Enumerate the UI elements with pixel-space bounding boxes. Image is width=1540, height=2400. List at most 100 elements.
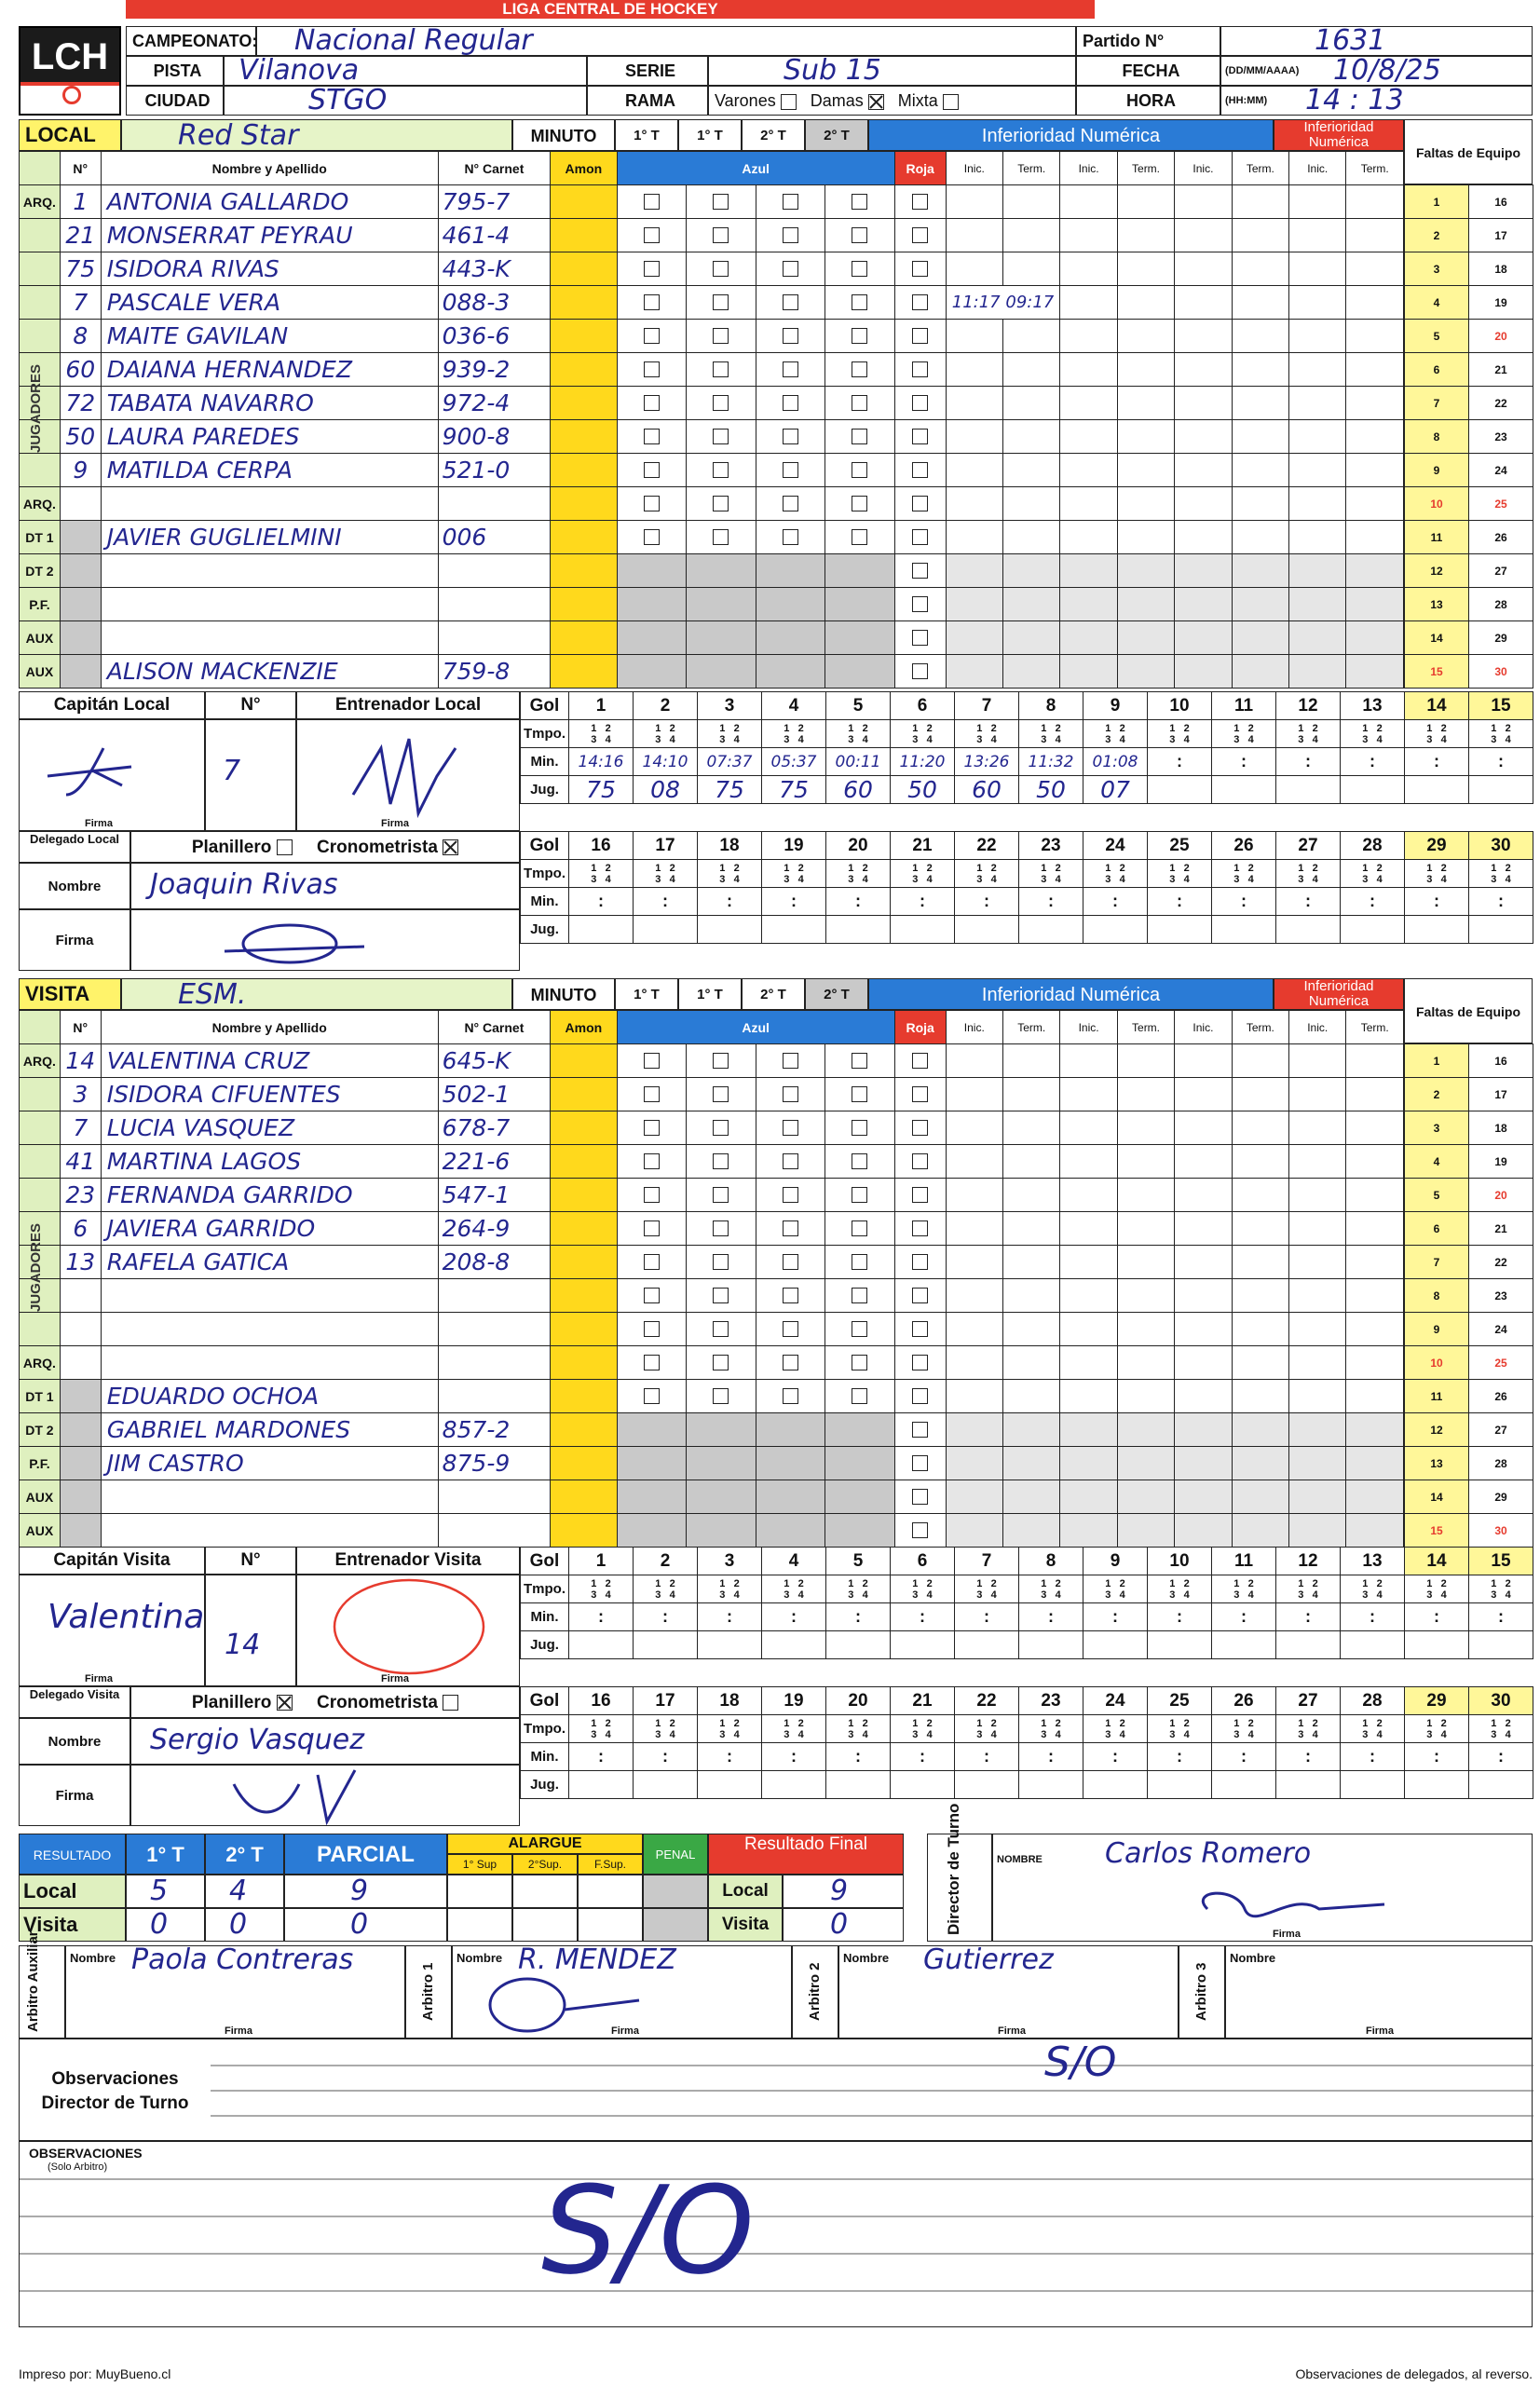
jug-cell[interactable]	[1147, 775, 1212, 804]
inferioridad-cell[interactable]	[1345, 352, 1404, 387]
player-carnet[interactable]: 461-4	[437, 218, 552, 252]
inferioridad-cell[interactable]	[945, 319, 1004, 353]
amon-cell[interactable]	[550, 319, 618, 353]
falta-cell[interactable]: 10	[1404, 486, 1469, 521]
inferioridad-cell[interactable]	[1002, 1278, 1061, 1313]
inferioridad-cell[interactable]	[1059, 386, 1118, 420]
inferioridad-cell[interactable]	[1059, 620, 1118, 655]
inferioridad-cell[interactable]	[1116, 184, 1176, 219]
inferioridad-cell[interactable]	[1288, 520, 1347, 554]
min-cell[interactable]: :	[697, 887, 762, 916]
min-cell[interactable]: :	[1211, 747, 1276, 776]
azul-checkbox[interactable]	[782, 1220, 798, 1237]
azul-cell[interactable]	[686, 419, 756, 454]
res-local-penal[interactable]	[643, 1875, 708, 1908]
inferioridad-cell[interactable]	[1059, 1144, 1118, 1179]
azul-checkbox[interactable]	[643, 1288, 660, 1304]
azul-cell[interactable]	[825, 1077, 895, 1111]
falta-cell[interactable]: 15	[1404, 1513, 1469, 1548]
azul-cell[interactable]	[616, 1111, 688, 1145]
roja-cell[interactable]	[893, 654, 947, 689]
min-cell[interactable]: :	[1468, 1742, 1533, 1771]
player-carnet[interactable]: 264-9	[437, 1211, 552, 1246]
azul-checkbox[interactable]	[782, 1355, 798, 1371]
inferioridad-cell[interactable]	[1345, 1043, 1404, 1078]
amon-cell[interactable]	[550, 419, 618, 454]
azul-checkbox[interactable]	[852, 429, 868, 445]
min-cell[interactable]: :	[761, 887, 826, 916]
azul-checkbox[interactable]	[782, 1086, 798, 1103]
azul-checkbox[interactable]	[713, 1187, 729, 1204]
falta-cell[interactable]: 27	[1468, 553, 1533, 588]
roja-cell[interactable]	[893, 1345, 947, 1380]
inferioridad-cell[interactable]	[945, 1446, 1004, 1480]
azul-checkbox[interactable]	[782, 1187, 798, 1204]
min-cell[interactable]: :	[1147, 747, 1212, 776]
inferioridad-cell[interactable]	[1231, 1412, 1290, 1447]
inferioridad-cell[interactable]	[1174, 1379, 1233, 1413]
min-cell[interactable]: :	[1468, 887, 1533, 916]
inferioridad-cell[interactable]	[1174, 285, 1233, 320]
azul-cell[interactable]	[616, 654, 688, 689]
player-name[interactable]	[100, 1513, 439, 1548]
jug-cell[interactable]	[1211, 1770, 1276, 1799]
azul-cell[interactable]	[616, 553, 688, 588]
jug-cell[interactable]	[1340, 1770, 1405, 1799]
inferioridad-cell[interactable]	[1059, 1412, 1118, 1447]
inferioridad-cell[interactable]	[1174, 1412, 1233, 1447]
azul-checkbox[interactable]	[852, 1321, 868, 1338]
inferioridad-cell[interactable]	[945, 486, 1004, 521]
inferioridad-cell[interactable]	[1116, 453, 1176, 487]
falta-cell[interactable]: 28	[1468, 587, 1533, 621]
azul-checkbox[interactable]	[643, 227, 660, 244]
roja-checkbox[interactable]	[912, 1254, 929, 1271]
player-number[interactable]: 1	[59, 184, 102, 219]
roja-cell[interactable]	[893, 1312, 947, 1346]
inferioridad-cell[interactable]	[1116, 1446, 1176, 1480]
inferioridad-cell[interactable]	[1174, 352, 1233, 387]
inferioridad-cell[interactable]	[1231, 620, 1290, 655]
delegado-local-name-field[interactable]: Joaquin Rivas	[130, 863, 520, 909]
inferioridad-cell[interactable]	[1174, 1245, 1233, 1279]
roja-checkbox[interactable]	[912, 1489, 929, 1506]
inferioridad-cell[interactable]	[945, 419, 1004, 454]
roja-cell[interactable]	[893, 184, 947, 219]
roja-checkbox[interactable]	[912, 1153, 929, 1170]
res-local-t1[interactable]: 5	[126, 1875, 205, 1908]
inferioridad-cell[interactable]	[1288, 1480, 1347, 1514]
inferioridad-cell[interactable]	[1116, 285, 1176, 320]
jug-cell[interactable]	[761, 915, 826, 944]
inferioridad-cell[interactable]	[1116, 1513, 1176, 1548]
azul-checkbox[interactable]	[782, 1254, 798, 1271]
inferioridad-cell[interactable]	[1002, 520, 1061, 554]
roja-cell[interactable]	[893, 1111, 947, 1145]
player-number[interactable]	[59, 1446, 102, 1480]
inferioridad-cell[interactable]	[1174, 1043, 1233, 1078]
partido-field[interactable]: 1631	[1220, 26, 1533, 56]
azul-cell[interactable]	[825, 486, 895, 521]
jug-cell[interactable]	[954, 915, 1019, 944]
inferioridad-cell[interactable]	[945, 1178, 1004, 1212]
player-carnet[interactable]	[437, 1312, 552, 1346]
azul-checkbox[interactable]	[643, 1355, 660, 1371]
inferioridad-cell[interactable]: 11:17 09:17	[945, 285, 1061, 320]
roja-checkbox[interactable]	[912, 496, 929, 512]
azul-cell[interactable]	[686, 1245, 756, 1279]
azul-cell[interactable]	[825, 553, 895, 588]
arbitro3-field[interactable]: Nombre Firma	[1225, 1945, 1533, 2039]
jug-cell[interactable]	[1147, 1630, 1212, 1659]
jug-cell[interactable]	[1211, 1630, 1276, 1659]
